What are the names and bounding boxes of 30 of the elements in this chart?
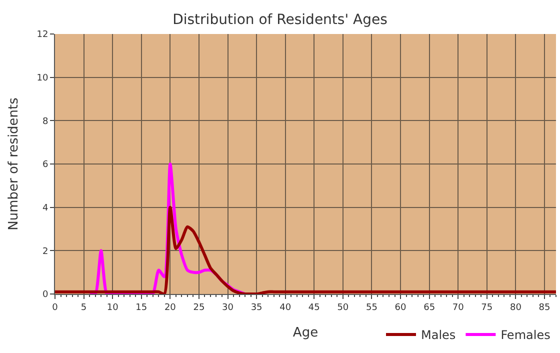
x-tick-label: 75	[481, 302, 493, 313]
y-tick-label: 8	[42, 116, 48, 127]
x-tick-label: 60	[394, 302, 407, 313]
y-tick-label: 6	[42, 160, 48, 170]
x-axis-title: Age	[292, 325, 318, 340]
y-tick-label: 0	[42, 290, 48, 300]
legend-label: Males	[421, 328, 456, 342]
x-tick-label: 55	[366, 302, 378, 313]
x-tick-label: 15	[136, 302, 148, 313]
x-tick-label: 5	[80, 302, 87, 313]
y-axis-title: Number of residents	[6, 97, 22, 230]
y-tick-label: 2	[42, 246, 48, 257]
x-tick-label: 30	[222, 302, 234, 313]
x-tick-label: 85	[538, 302, 550, 313]
legend-label: Females	[500, 328, 550, 342]
x-tick-label: 35	[250, 302, 262, 313]
x-tick-label: 25	[193, 302, 205, 313]
x-tick-label: 20	[164, 302, 176, 313]
y-tick-label: 4	[42, 203, 48, 214]
x-tick-label: 10	[106, 302, 119, 313]
x-tick-label: 70	[452, 302, 464, 313]
x-tick-label: 0	[52, 302, 58, 313]
x-tick-label: 80	[510, 302, 522, 313]
y-tick-label: 12	[36, 30, 48, 40]
chart-title: Distribution of Residents' Ages	[172, 12, 388, 28]
y-tick-label: 10	[36, 73, 48, 84]
x-tick-label: 45	[308, 302, 320, 313]
x-tick-label: 40	[280, 302, 292, 313]
x-tick-label: 65	[424, 302, 436, 313]
x-tick-label: 50	[337, 302, 349, 313]
